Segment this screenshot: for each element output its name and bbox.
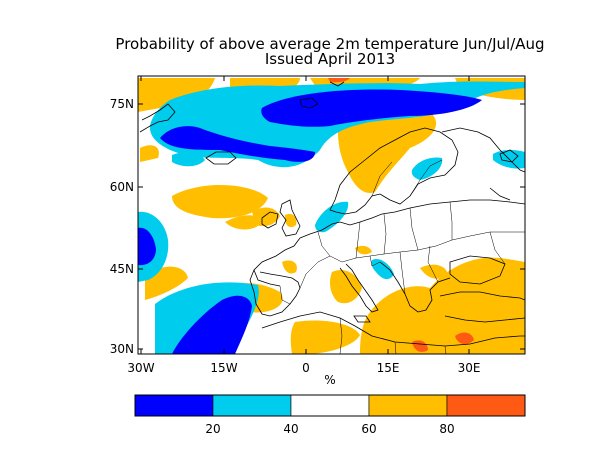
orange-areas <box>138 78 525 354</box>
colorbar-bin-0-20 <box>134 394 214 417</box>
coastlines <box>139 81 525 347</box>
colorbar-label-60: 60 <box>361 422 376 436</box>
colorbar-label-40: 40 <box>283 422 298 436</box>
lat-label-75n: 75N <box>110 97 134 111</box>
map-frame <box>137 75 526 355</box>
lon-label-30e: 30E <box>458 361 481 375</box>
lat-label-30n: 30N <box>110 342 134 356</box>
colorbar-label-80: 80 <box>439 422 454 436</box>
colorbar <box>134 394 526 417</box>
lat-label-60n: 60N <box>110 180 134 194</box>
colorbar-label-20: 20 <box>205 422 220 436</box>
country-borders <box>279 159 525 354</box>
lat-label-45n: 45N <box>110 262 134 276</box>
lon-label-15w: 15W <box>210 361 237 375</box>
probability-field <box>138 78 525 354</box>
lon-label-30w: 30W <box>127 361 154 375</box>
axis-ticks <box>138 76 525 354</box>
colorbar-bin-60-80 <box>368 394 448 417</box>
colorbar-bin-40-60 <box>290 394 370 417</box>
deep-blue-areas <box>138 89 482 354</box>
lon-label-0: 0 <box>302 361 310 375</box>
lon-label-15e: 15E <box>377 361 400 375</box>
colorbar-bin-80-100 <box>446 394 526 417</box>
map-title: Probability of above average 2m temperat… <box>115 35 545 53</box>
colorbar-bin-20-40 <box>212 394 292 417</box>
unit-label: % <box>324 373 335 387</box>
colorbar-frame <box>134 394 526 417</box>
map-subtitle: Issued April 2013 <box>264 50 396 68</box>
